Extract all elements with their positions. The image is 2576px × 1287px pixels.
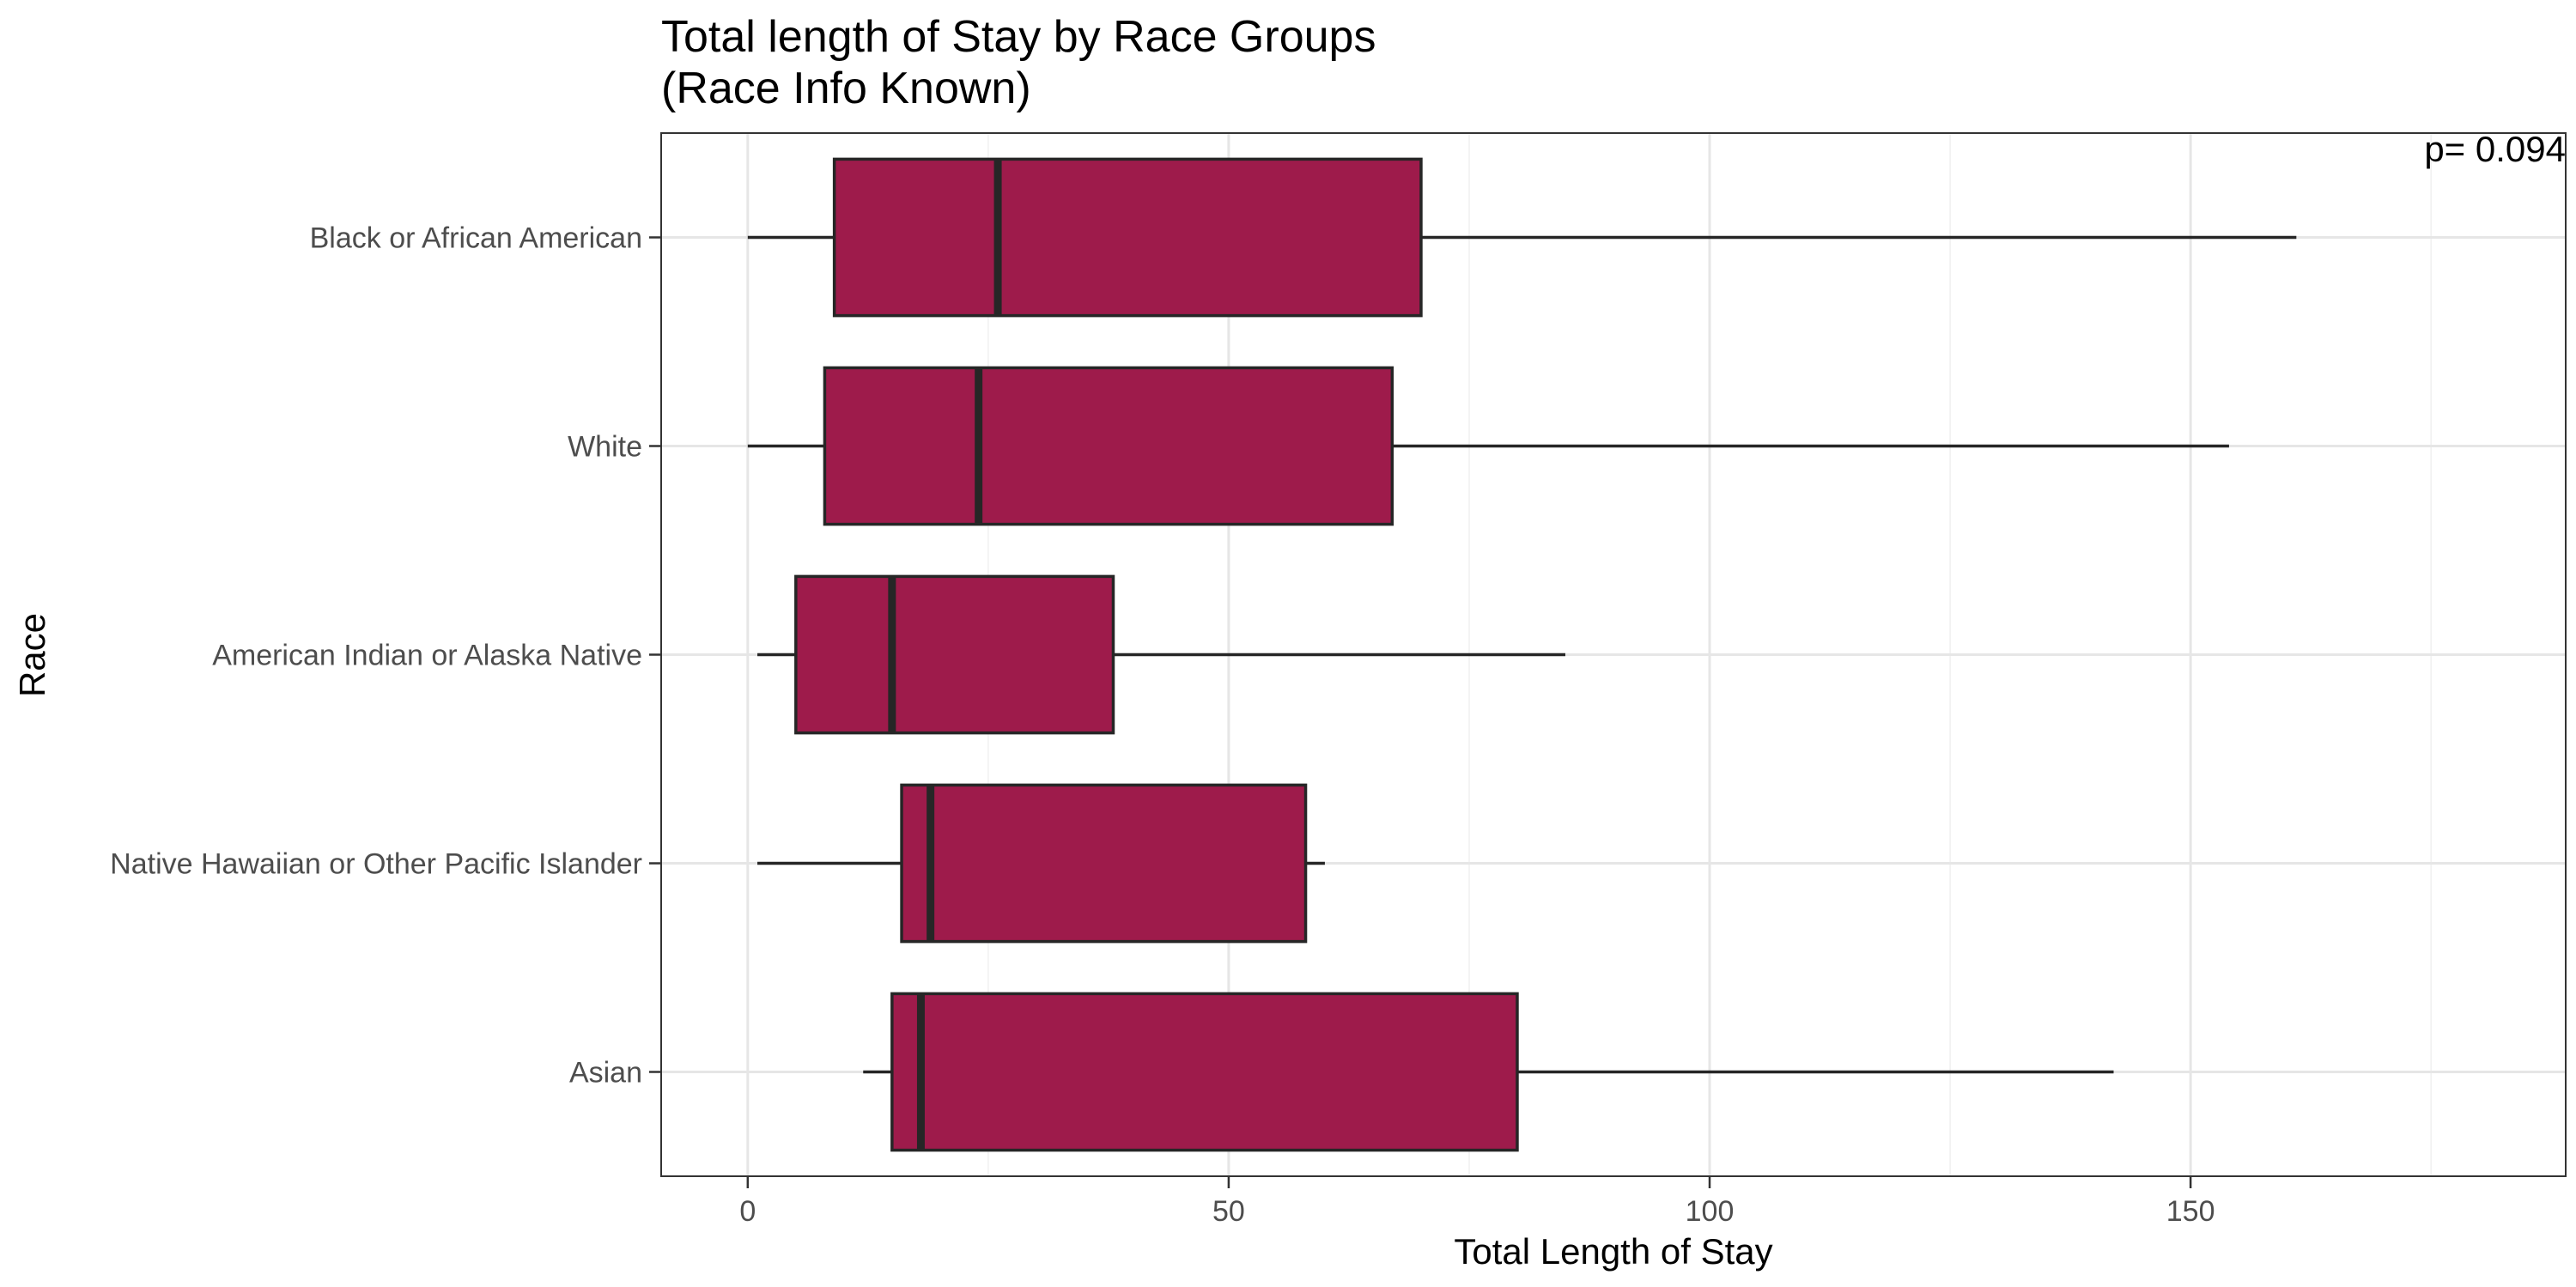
x-axis-ticks: 0 50 100 150 <box>739 1176 2215 1228</box>
x-axis-title: Total Length of Stay <box>1454 1231 1772 1272</box>
x-tick-label: 100 <box>1686 1195 1735 1228</box>
iqr-box <box>794 574 1115 735</box>
chart-subtitle: (Race Info Known) <box>661 64 1031 113</box>
y-tick-label: Native Hawaiian or Other Pacific Islande… <box>110 848 642 881</box>
iqr-box <box>900 783 1308 944</box>
iqr-box <box>823 366 1394 526</box>
y-tick-label: Asian <box>569 1057 642 1090</box>
y-axis-ticks: Black or African American White American I… <box>110 222 661 1090</box>
box-2 <box>757 574 1565 735</box>
p-value-annotation: p= 0.094 <box>2424 129 2566 169</box>
box-4 <box>863 992 2114 1152</box>
iqr-box <box>832 157 1423 318</box>
x-tick-label: 150 <box>2166 1195 2215 1228</box>
y-tick-label: Black or African American <box>310 222 642 255</box>
iqr-box <box>890 992 1519 1152</box>
box-3 <box>757 783 1325 944</box>
box-0 <box>747 157 2297 318</box>
y-tick-label: White <box>568 431 642 464</box>
box-1 <box>747 366 2229 526</box>
x-tick-label: 0 <box>739 1195 756 1228</box>
box-series <box>747 157 2297 1152</box>
y-axis-title: Race <box>12 613 52 697</box>
chart-title: Total length of Stay by Race Groups <box>661 12 1376 62</box>
x-tick-label: 50 <box>1212 1195 1245 1228</box>
y-tick-label: American Indian or Alaska Native <box>212 640 642 672</box>
